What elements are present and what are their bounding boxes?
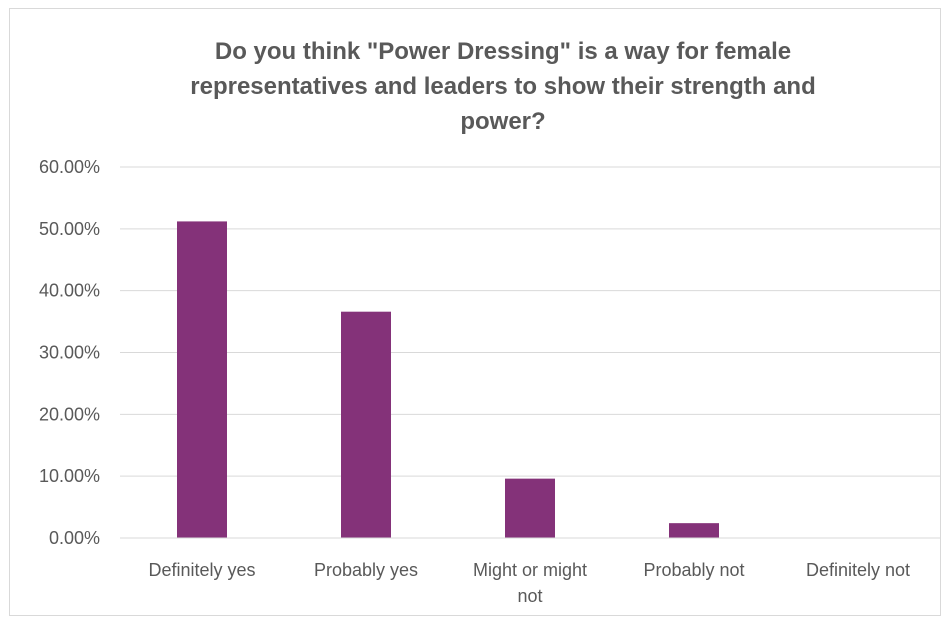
y-tick-label: 60.00% (39, 157, 100, 177)
bar-0 (177, 221, 227, 538)
gridlines (120, 166, 940, 477)
chart-title-line-1: Do you think "Power Dressing" is a way f… (215, 38, 791, 65)
x-category-label: Probably not (643, 560, 744, 580)
y-axis-tick-labels: 0.00% 10.00% 20.00% 30.00% 40.00% 50.00% 60.00… (39, 157, 100, 548)
bars (177, 221, 719, 538)
bar-3 (669, 523, 719, 538)
y-tick-label: 50.00% (39, 219, 100, 239)
bar-1 (341, 311, 391, 538)
x-category-label: Might or might (473, 560, 587, 580)
y-tick-label: 40.00% (39, 281, 100, 301)
x-category-label: Definitely not (806, 560, 910, 580)
chart-title-line-2: representatives and leaders to show thei… (190, 73, 816, 100)
chart-frame (9, 8, 941, 616)
x-category-label: not (517, 586, 542, 606)
y-tick-label: 0.00% (49, 528, 100, 548)
bar-2 (505, 478, 555, 538)
y-tick-label: 10.00% (39, 466, 100, 486)
x-axis-category-labels: Definitely yes Probably yes Might or might… (148, 560, 910, 606)
y-tick-label: 30.00% (39, 343, 100, 363)
x-category-label: Definitely yes (148, 560, 255, 580)
y-tick-label: 20.00% (39, 404, 100, 424)
chart-title-line-3: power? (460, 108, 545, 135)
chart-title: Do you think "Power Dressing" is a way f… (190, 38, 816, 135)
x-category-label: Probably yes (314, 560, 418, 580)
